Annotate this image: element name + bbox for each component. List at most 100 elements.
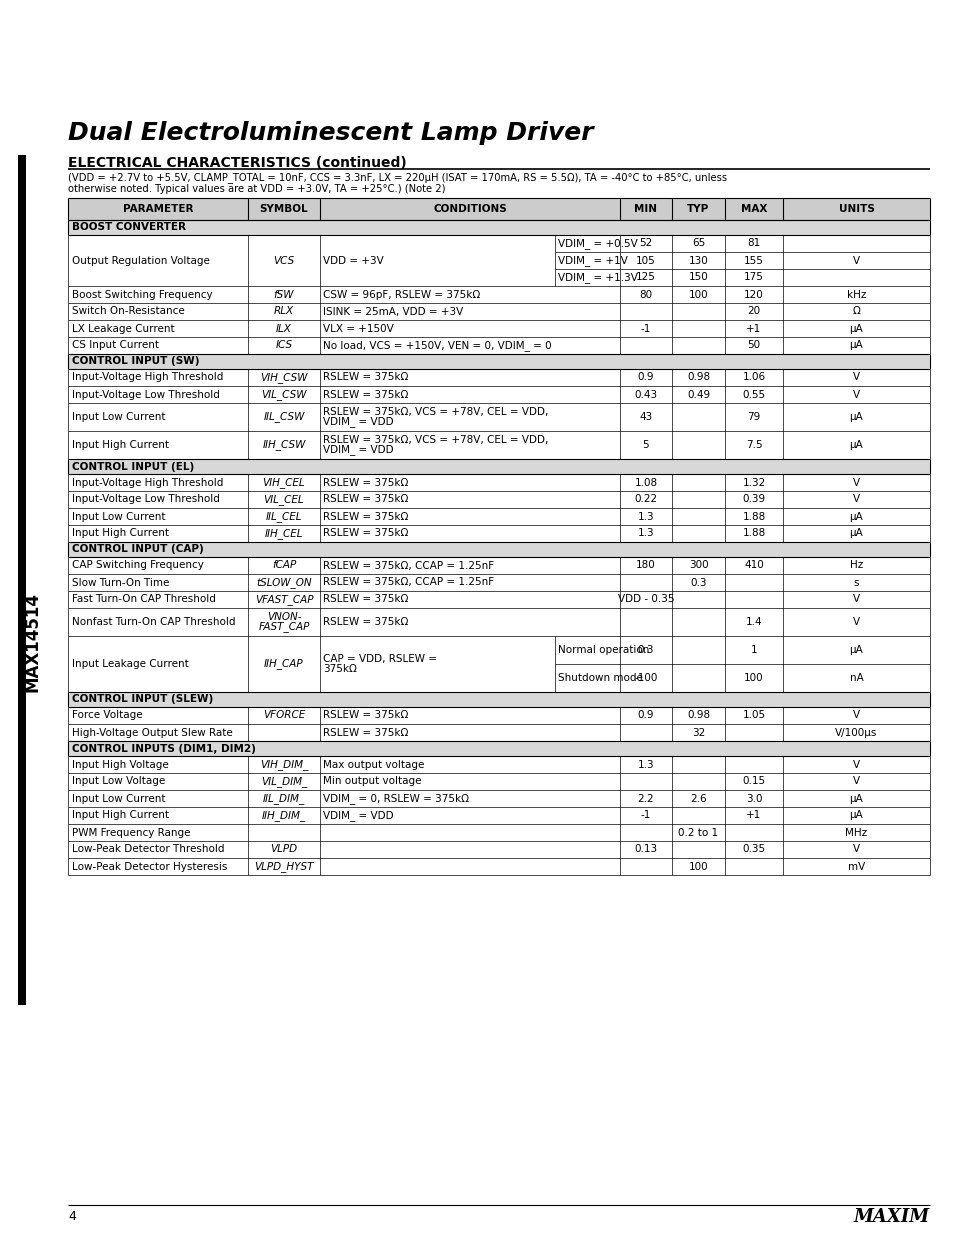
- Text: 0.22: 0.22: [634, 494, 657, 505]
- Text: tSLOW_ON: tSLOW_ON: [256, 577, 312, 588]
- Text: SYMBOL: SYMBOL: [259, 204, 308, 214]
- Text: 4: 4: [68, 1210, 76, 1224]
- Text: LX Leakage Current: LX Leakage Current: [71, 324, 174, 333]
- Text: 1.08: 1.08: [634, 478, 657, 488]
- Text: RSLEW = 375kΩ, CCAP = 1.25nF: RSLEW = 375kΩ, CCAP = 1.25nF: [323, 578, 494, 588]
- Text: Input-Voltage High Threshold: Input-Voltage High Threshold: [71, 373, 223, 383]
- Bar: [68, 459, 929, 474]
- Text: MAX14514: MAX14514: [24, 593, 42, 692]
- Text: 3.0: 3.0: [745, 794, 761, 804]
- Text: CONTROL INPUT (SLEW): CONTROL INPUT (SLEW): [71, 694, 213, 704]
- Text: IIH_CSW: IIH_CSW: [262, 440, 305, 451]
- Text: Min output voltage: Min output voltage: [323, 777, 421, 787]
- Text: 0.3: 0.3: [638, 645, 654, 655]
- Text: 1.06: 1.06: [741, 373, 764, 383]
- Text: CONDITIONS: CONDITIONS: [433, 204, 506, 214]
- Text: +1: +1: [745, 810, 760, 820]
- Text: PWM Frequency Range: PWM Frequency Range: [71, 827, 191, 837]
- Text: MAX: MAX: [740, 204, 766, 214]
- Text: V: V: [852, 478, 860, 488]
- Text: -100: -100: [634, 673, 657, 683]
- Bar: [68, 542, 929, 557]
- Text: 1.4: 1.4: [745, 618, 761, 627]
- Text: VCS: VCS: [274, 256, 294, 266]
- Text: Shutdown mode: Shutdown mode: [558, 673, 642, 683]
- Bar: [68, 741, 929, 756]
- Text: High-Voltage Output Slew Rate: High-Voltage Output Slew Rate: [71, 727, 233, 737]
- Text: μA: μA: [849, 412, 862, 422]
- Text: PARAMETER: PARAMETER: [123, 204, 193, 214]
- Text: RSLEW = 375kΩ: RSLEW = 375kΩ: [323, 494, 408, 505]
- Text: 155: 155: [743, 256, 763, 266]
- Text: mV: mV: [847, 862, 864, 872]
- Text: IIL_CEL: IIL_CEL: [266, 511, 302, 522]
- Text: 180: 180: [636, 561, 655, 571]
- Bar: [68, 198, 929, 220]
- Text: VDIM_ = VDD: VDIM_ = VDD: [323, 445, 394, 456]
- Text: VIH_DIM_: VIH_DIM_: [259, 760, 308, 769]
- Text: MHz: MHz: [844, 827, 866, 837]
- Text: Hz: Hz: [849, 561, 862, 571]
- Text: RSLEW = 375kΩ, VCS = +78V, CEL = VDD,: RSLEW = 375kΩ, VCS = +78V, CEL = VDD,: [323, 435, 548, 445]
- Text: Force Voltage: Force Voltage: [71, 710, 143, 720]
- Text: s: s: [853, 578, 859, 588]
- Text: IIL_CSW: IIL_CSW: [263, 411, 304, 422]
- Text: -1: -1: [640, 810, 651, 820]
- Text: CONTROL INPUT (CAP): CONTROL INPUT (CAP): [71, 545, 204, 555]
- Text: VFORCE: VFORCE: [263, 710, 305, 720]
- Text: V: V: [852, 373, 860, 383]
- Text: 50: 50: [746, 341, 760, 351]
- Text: 1.05: 1.05: [741, 710, 764, 720]
- Text: CS Input Current: CS Input Current: [71, 341, 159, 351]
- Text: 1: 1: [750, 645, 757, 655]
- Bar: [68, 692, 929, 706]
- Text: RSLEW = 375kΩ: RSLEW = 375kΩ: [323, 618, 408, 627]
- Text: 1.88: 1.88: [741, 511, 765, 521]
- Text: ICS: ICS: [275, 341, 293, 351]
- Text: V: V: [852, 594, 860, 604]
- Text: 32: 32: [691, 727, 704, 737]
- Text: 0.35: 0.35: [741, 845, 764, 855]
- Text: 1.88: 1.88: [741, 529, 765, 538]
- Text: RSLEW = 375kΩ: RSLEW = 375kΩ: [323, 594, 408, 604]
- Text: 0.13: 0.13: [634, 845, 657, 855]
- Text: Input High Voltage: Input High Voltage: [71, 760, 169, 769]
- Text: UNITS: UNITS: [838, 204, 874, 214]
- Text: μA: μA: [849, 440, 862, 450]
- Text: 100: 100: [688, 862, 707, 872]
- Text: VDIM_ = 0, RSLEW = 375kΩ: VDIM_ = 0, RSLEW = 375kΩ: [323, 793, 469, 804]
- Text: 0.9: 0.9: [638, 373, 654, 383]
- Text: 1.3: 1.3: [637, 511, 654, 521]
- Text: ILX: ILX: [275, 324, 292, 333]
- Text: VIH_CEL: VIH_CEL: [262, 477, 305, 488]
- Text: BOOST CONVERTER: BOOST CONVERTER: [71, 222, 186, 232]
- Text: 0.55: 0.55: [741, 389, 764, 399]
- Text: VDD = +3V: VDD = +3V: [323, 256, 383, 266]
- Text: IIL_DIM_: IIL_DIM_: [263, 793, 305, 804]
- Text: 1.3: 1.3: [637, 760, 654, 769]
- Text: V: V: [852, 618, 860, 627]
- Text: 100: 100: [688, 289, 707, 300]
- Text: 300: 300: [688, 561, 707, 571]
- Text: μA: μA: [849, 511, 862, 521]
- Text: VDD - 0.35: VDD - 0.35: [618, 594, 674, 604]
- Text: Max output voltage: Max output voltage: [323, 760, 424, 769]
- Text: 100: 100: [743, 673, 763, 683]
- Text: RSLEW = 375kΩ: RSLEW = 375kΩ: [323, 389, 408, 399]
- Text: 0.3: 0.3: [690, 578, 706, 588]
- Text: V: V: [852, 777, 860, 787]
- Text: VLPD: VLPD: [270, 845, 297, 855]
- Text: VDIM_ = +0.5V: VDIM_ = +0.5V: [558, 238, 638, 249]
- Text: 79: 79: [746, 412, 760, 422]
- Text: 1.32: 1.32: [741, 478, 765, 488]
- Text: V: V: [852, 389, 860, 399]
- Text: ISINK = 25mA, VDD = +3V: ISINK = 25mA, VDD = +3V: [323, 306, 463, 316]
- Text: Boost Switching Frequency: Boost Switching Frequency: [71, 289, 213, 300]
- Text: VDIM_ = +1.3V: VDIM_ = +1.3V: [558, 272, 638, 283]
- Text: 0.43: 0.43: [634, 389, 657, 399]
- Text: fSW: fSW: [274, 289, 294, 300]
- Text: 20: 20: [746, 306, 760, 316]
- Text: Input-Voltage Low Threshold: Input-Voltage Low Threshold: [71, 494, 219, 505]
- Text: +1: +1: [745, 324, 760, 333]
- Text: Nonfast Turn-On CAP Threshold: Nonfast Turn-On CAP Threshold: [71, 618, 235, 627]
